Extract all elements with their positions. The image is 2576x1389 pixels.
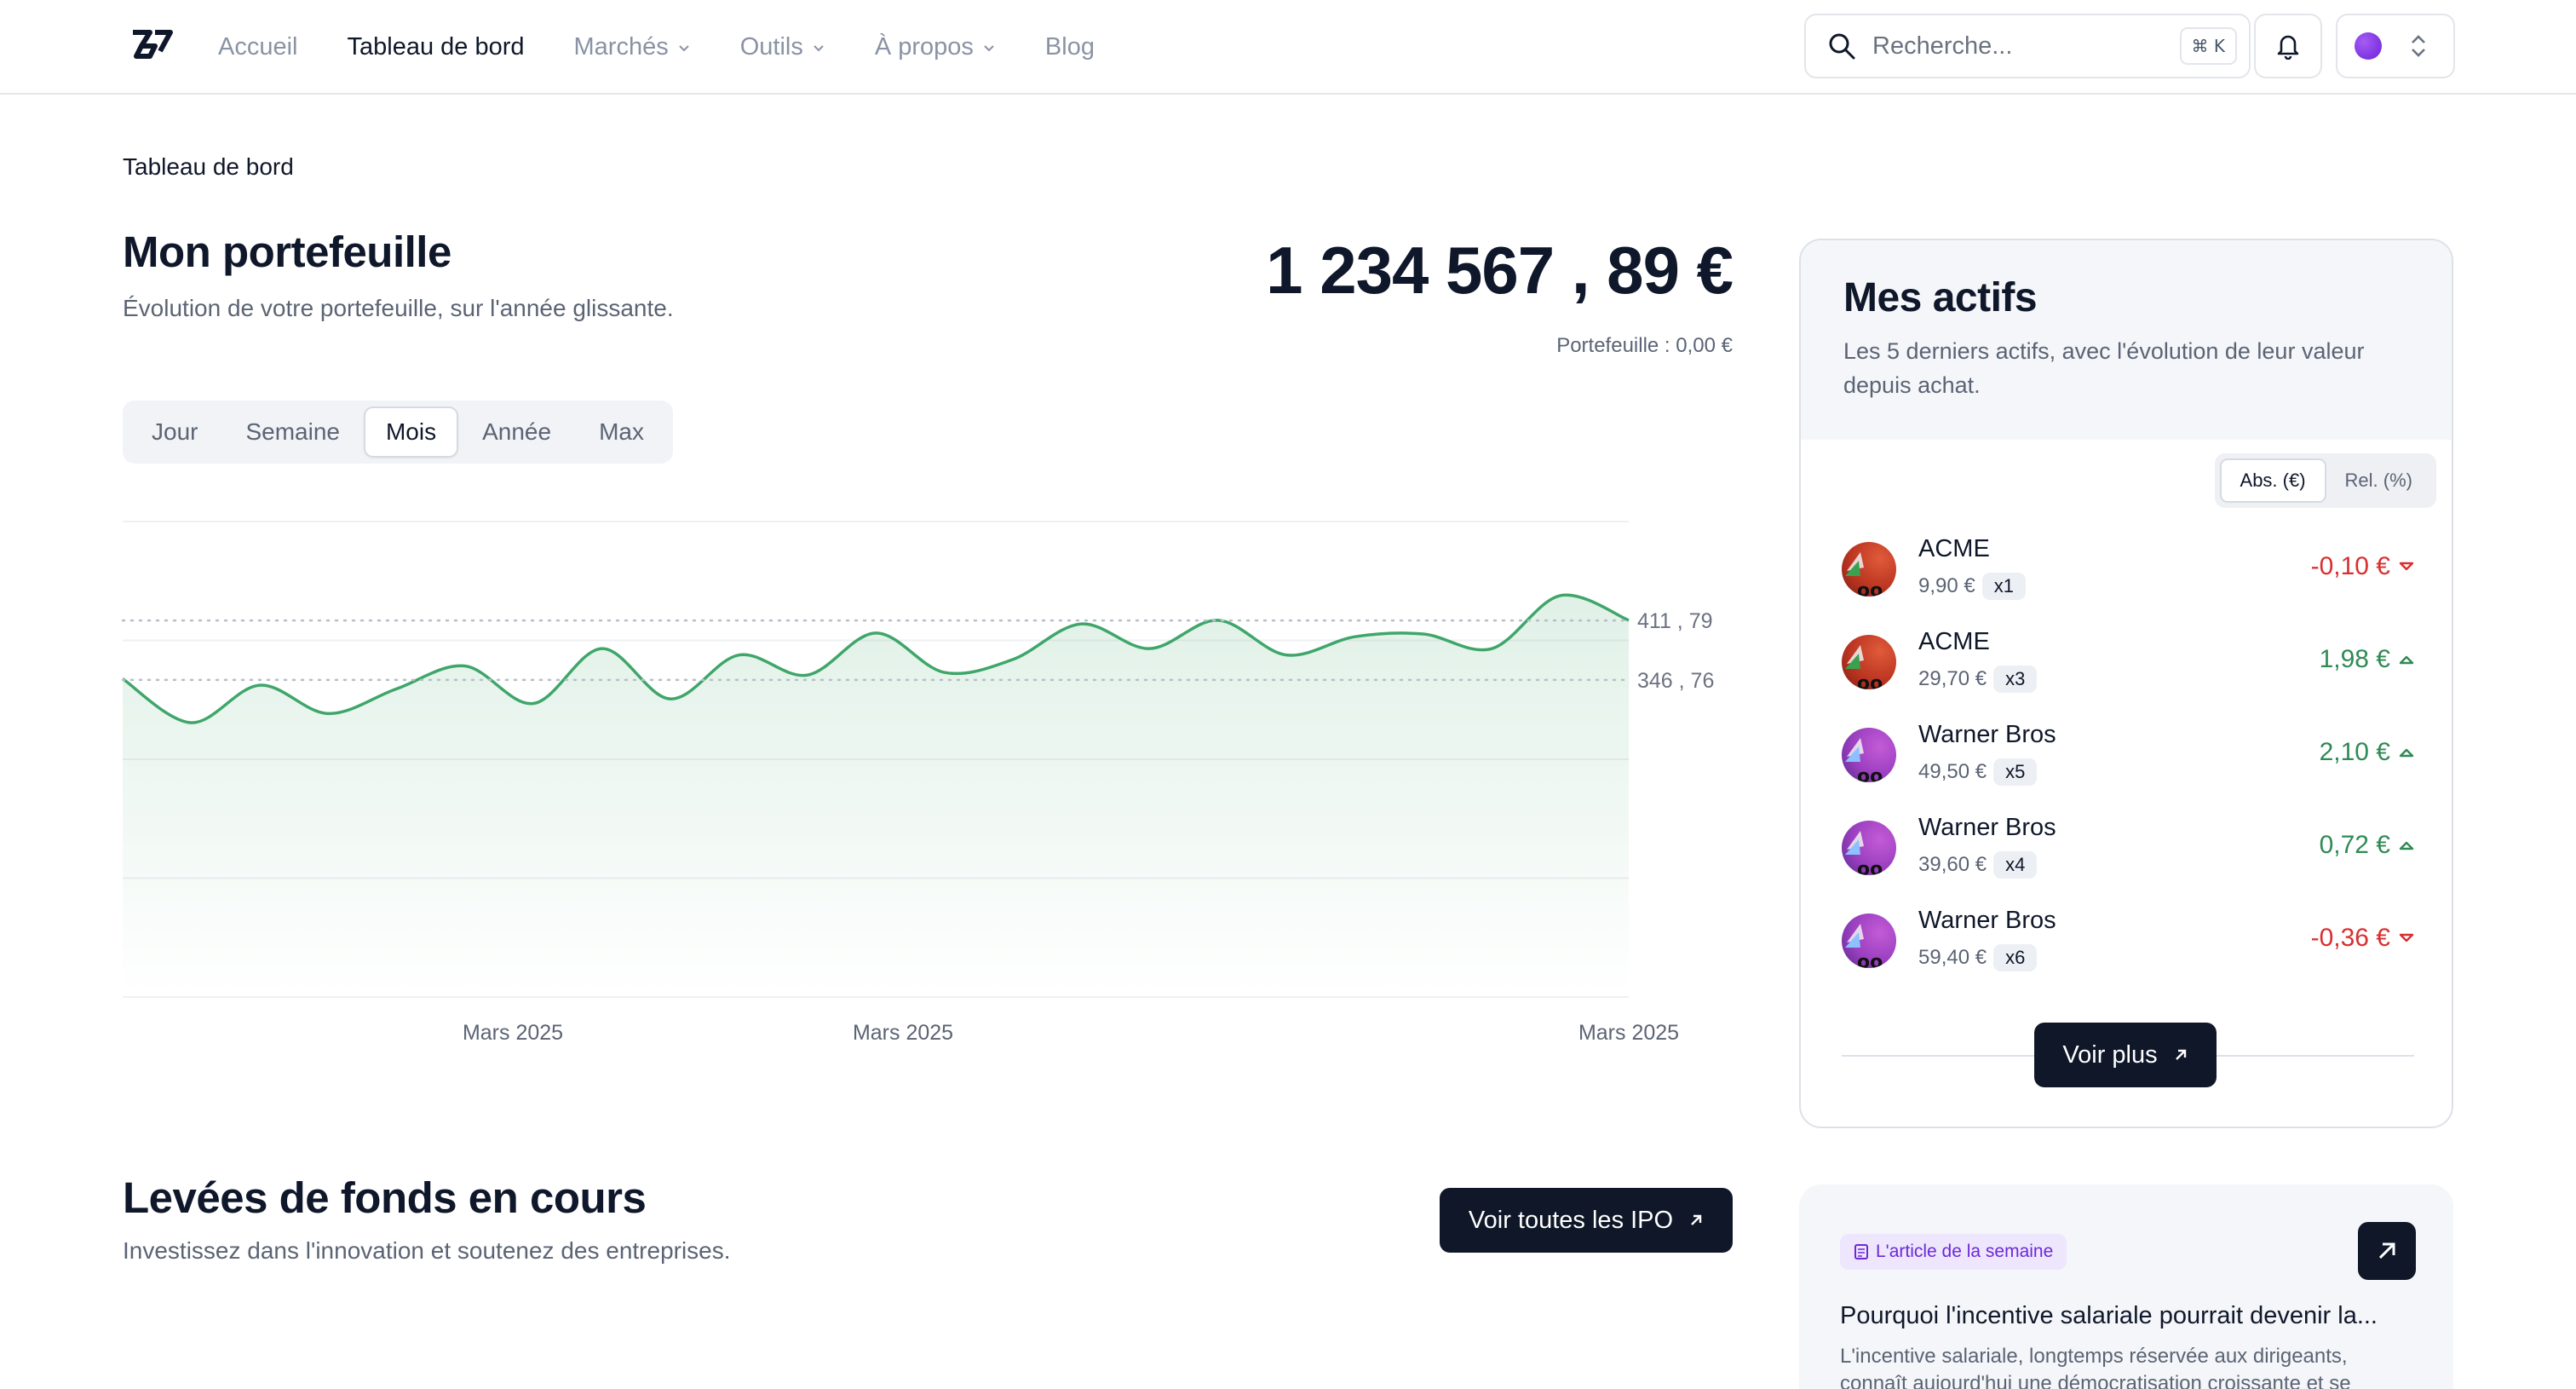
asset-name: ACME [1918,535,1990,562]
arrow-up-right-icon [2175,1049,2186,1060]
asset-name: Warner Bros [1918,721,2056,748]
chevron-up-down-icon [2412,35,2425,57]
article-card[interactable]: L'article de la semaine Pourquoi l'incen… [1799,1184,2453,1389]
asset-name: Warner Bros [1918,907,2056,934]
asset-change: 2,10 € [2320,738,2414,767]
value-mode-toggle: Abs. (€) Rel. (%) [2214,453,2436,508]
ipo-section-subtitle: Investissez dans l'innovation et soutene… [123,1237,731,1264]
svg-text:oo: oo [1857,859,1883,875]
asset-logo: oo [1842,914,1896,968]
arrow-up-right-icon [2378,1242,2395,1259]
trend-up-icon [2399,748,2414,758]
nav-item-tableau-de-bord[interactable]: Tableau de bord [347,33,525,61]
asset-row[interactable]: oo Warner Bros 49,50 € x5 2,10 € [1842,716,2414,792]
asset-row[interactable]: oo Warner Bros 59,40 € x6 -0,36 € [1842,902,2414,978]
chevron-down-icon [814,44,824,51]
chart-area [123,595,1629,997]
top-navigation: Accueil Tableau de bord Marchés Outils À… [0,0,2576,95]
trend-down-icon [2399,562,2414,571]
breadcrumb[interactable]: Tableau de bord [123,153,294,180]
bell-icon [2277,35,2299,60]
asset-price: 39,60 € x4 [1918,851,2038,879]
nav-item-accueil[interactable]: Accueil [218,33,298,61]
assets-title: Mes actifs [1843,275,2038,320]
portfolio-balance: 1 234 567 , 89 € [1266,233,1734,308]
assets-card-header: Mes actifs Les 5 derniers actifs, avec l… [1801,240,2452,440]
asset-logo: oo [1842,635,1896,689]
asset-logo: oo [1842,542,1896,597]
toggle-absolute[interactable]: Abs. (€) [2219,458,2326,503]
nav-item-marches[interactable]: Marchés [574,33,691,61]
chart-reference-label: 346 , 76 [1637,669,1714,693]
asset-name: ACME [1918,628,1990,655]
asset-logo: oo [1842,821,1896,875]
toggle-relative[interactable]: Rel. (%) [2344,470,2412,491]
svg-text:oo: oo [1857,673,1883,689]
asset-change: -0,36 € [2311,924,2414,953]
asset-logo: oo [1842,728,1896,782]
article-title: Pourquoi l'incentive salariale pourrait … [1840,1302,2378,1329]
article-tag: L'article de la semaine [1840,1234,2067,1270]
nav-item-a-propos[interactable]: À propos [875,33,996,61]
asset-quantity-badge: x1 [1981,573,2026,600]
open-article-button[interactable] [2358,1222,2416,1280]
asset-change: -0,10 € [2311,552,2414,581]
page-title: Mon portefeuille [123,228,451,276]
account-switcher[interactable] [2336,14,2455,78]
chevron-down-icon [678,44,689,51]
article-excerpt: L'incentive salariale, longtemps réservé… [1840,1345,2351,1389]
trend-up-icon [2399,655,2414,665]
asset-price: 29,70 € x3 [1918,666,2038,693]
asset-name: Warner Bros [1918,814,2056,841]
period-tab-max[interactable]: Max [599,418,644,445]
period-selector: Jour Semaine Mois Année Max [123,401,673,464]
assets-subtitle: Les 5 derniers actifs, avec l'évolution … [1843,338,2365,398]
asset-quantity-badge: x3 [1993,666,2038,693]
asset-quantity-badge: x5 [1993,758,2038,786]
assets-card: Mes actifs Les 5 derniers actifs, avec l… [1799,239,2453,1128]
asset-change: 0,72 € [2320,831,2414,860]
arrow-up-right-icon [1691,1214,1702,1225]
search-icon [1829,33,1855,60]
asset-quantity-badge: x6 [1993,944,2038,971]
svg-text:oo: oo [1857,952,1883,968]
search-shortcut-badge: ⌘ K [2179,27,2237,65]
search-input[interactable] [1872,32,2162,61]
svg-text:oo: oo [1857,766,1883,782]
nav-item-outils[interactable]: Outils [740,33,825,61]
trend-up-icon [2399,841,2414,850]
period-tab-semaine[interactable]: Semaine [245,418,340,445]
period-tab-jour[interactable]: Jour [152,418,198,445]
asset-row[interactable]: oo ACME 9,90 € x1 -0,10 € [1842,530,2414,607]
see-all-ipo-button[interactable]: Voir toutes les IPO [1440,1188,1733,1253]
account-avatar [2355,32,2382,60]
chart-series-line [122,593,1630,724]
search-box[interactable]: ⌘ K [1804,14,2251,78]
ipo-section-title: Levées de fonds en cours [123,1173,647,1222]
document-icon [1854,1244,1868,1259]
main-nav: Accueil Tableau de bord Marchés Outils À… [218,0,1095,95]
notifications-button[interactable] [2254,14,2322,78]
period-tab-annee[interactable]: Année [482,418,552,445]
trend-down-icon [2399,933,2414,942]
svg-text:oo: oo [1857,580,1883,597]
period-tab-mois[interactable]: Mois [363,406,459,458]
asset-row[interactable]: oo Warner Bros 39,60 € x4 0,72 € [1842,809,2414,885]
see-more-button[interactable]: Voir plus [2034,1023,2217,1087]
asset-price: 59,40 € x6 [1918,944,2038,971]
chart-reference-label: 411 , 79 [1637,609,1713,633]
asset-price: 9,90 € x1 [1918,573,2026,600]
chart-x-tick-label: Mars 2025 [463,1021,563,1045]
nav-item-blog[interactable]: Blog [1044,33,1095,61]
chart-x-tick-label: Mars 2025 [853,1021,953,1045]
chevron-down-icon [984,44,994,51]
asset-quantity-badge: x4 [1993,851,2038,879]
chart-x-tick-label: Mars 2025 [1578,1021,1679,1045]
page-subtitle: Évolution de votre portefeuille, sur l'a… [123,295,674,321]
asset-row[interactable]: oo ACME 29,70 € x3 1,98 € [1842,623,2414,700]
portfolio-balance-detail: Portefeuille : 0,00 € [1556,334,1733,357]
app-logo-icon[interactable] [129,26,174,66]
asset-price: 49,50 € x5 [1918,758,2038,786]
asset-change: 1,98 € [2320,645,2414,674]
